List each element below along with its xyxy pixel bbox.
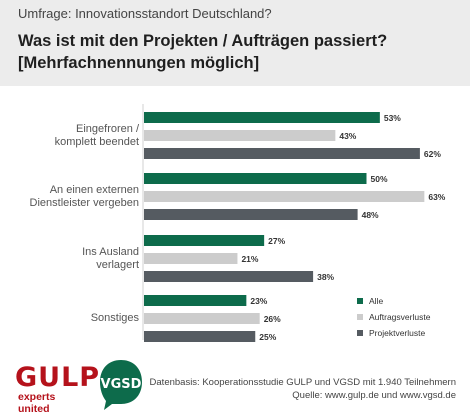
gulp-logo-word: GULP — [15, 362, 101, 393]
category-label: Sonstiges — [7, 312, 139, 325]
category-label-line: Eingefroren / — [76, 122, 139, 135]
legend-swatch — [357, 314, 363, 320]
legend: Alle Auftragsverluste Projektverluste — [357, 293, 430, 341]
bar — [144, 331, 256, 342]
footer: GULP experts united VGSD Datenbasis: Koo… — [0, 354, 470, 415]
chart-subtitle: Umfrage: Innovationsstandort Deutschland… — [18, 6, 272, 21]
bar — [144, 130, 336, 141]
category-label-line: An einen externen — [49, 183, 139, 196]
data-label: 25% — [259, 332, 276, 342]
bar — [144, 173, 367, 184]
bar — [144, 253, 238, 264]
category-label: Eingefroren / komplett beendet — [7, 123, 139, 149]
bar — [144, 235, 265, 246]
category-label-line: Sonstiges — [90, 312, 139, 324]
data-label: 21% — [241, 254, 258, 264]
category-label-line: komplett beendet — [54, 135, 139, 148]
category-label-line: Dienstleister vergeben — [29, 196, 139, 209]
data-label: 38% — [317, 272, 334, 282]
data-label: 50% — [371, 174, 388, 184]
data-label: 63% — [428, 192, 445, 202]
bar — [144, 313, 260, 324]
category-label: An einen externen Dienstleister vergeben — [7, 184, 139, 210]
source-line-2: Quelle: www.gulp.de und www.vgsd.de — [292, 389, 456, 401]
bar — [144, 112, 380, 123]
vgsd-logo-word: VGSD — [101, 377, 142, 392]
category-label: Ins Ausland verlagert — [7, 246, 139, 272]
legend-label: Projektverluste — [369, 328, 426, 338]
bar — [144, 271, 314, 282]
data-label: 53% — [384, 113, 401, 123]
legend-swatch — [357, 330, 363, 336]
legend-swatch — [357, 298, 363, 304]
category-label-line: Ins Ausland — [82, 245, 139, 258]
bar — [144, 191, 425, 202]
category-label-line: verlagert — [96, 258, 139, 271]
chart-title: Was ist mit den Projekten / Aufträgen pa… — [18, 32, 388, 72]
header: Umfrage: Innovationsstandort Deutschland… — [0, 0, 470, 86]
vgsd-logo: VGSD — [100, 360, 142, 410]
bar — [144, 295, 247, 306]
legend-item: Projektverluste — [357, 325, 430, 341]
data-label: 62% — [424, 149, 441, 159]
gulp-logo-tagline: experts united — [18, 391, 56, 415]
data-label: 27% — [268, 236, 285, 246]
legend-item: Auftragsverluste — [357, 309, 430, 325]
data-label: 23% — [250, 296, 267, 306]
data-label: 43% — [339, 131, 356, 141]
data-label: 26% — [264, 314, 281, 324]
bar-chart: 53% 43% 62% 50% 63% 48% 27% 21% 38% 23% 26% 25% — [142, 104, 446, 342]
gulp-logo: GULP experts united — [15, 362, 99, 415]
bar — [144, 148, 420, 159]
data-label: 48% — [362, 210, 379, 220]
bar — [144, 209, 358, 220]
legend-label: Auftragsverluste — [369, 312, 431, 322]
source-note: Datenbasis: Kooperationsstudie GULP und … — [150, 377, 456, 402]
legend-label: Alle — [369, 296, 384, 306]
legend-item: Alle — [357, 293, 430, 309]
source-line-1: Datenbasis: Kooperationsstudie GULP und … — [149, 377, 456, 388]
